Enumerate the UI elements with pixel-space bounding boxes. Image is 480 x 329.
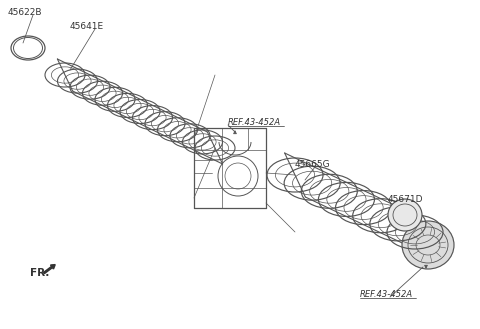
Text: 45665G: 45665G xyxy=(295,160,331,169)
Text: 45671D: 45671D xyxy=(388,195,423,204)
FancyArrow shape xyxy=(44,265,55,274)
Text: FR.: FR. xyxy=(30,268,49,278)
Ellipse shape xyxy=(388,199,422,231)
Ellipse shape xyxy=(402,221,454,269)
Text: REF.43-452A: REF.43-452A xyxy=(360,290,413,299)
Text: 45622B: 45622B xyxy=(8,8,43,17)
Text: 45641E: 45641E xyxy=(70,22,104,31)
Text: REF.43-452A: REF.43-452A xyxy=(228,118,281,127)
